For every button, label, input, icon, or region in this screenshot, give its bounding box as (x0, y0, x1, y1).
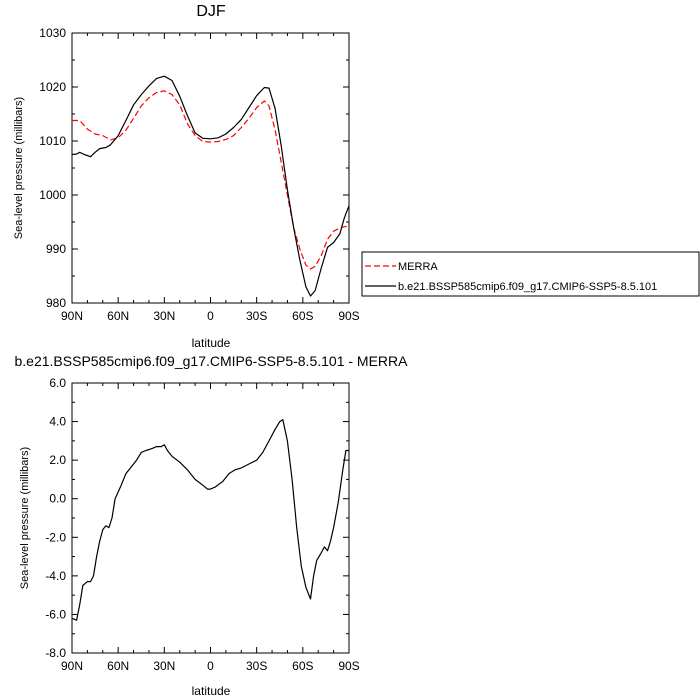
top-y-tick-label: 1030 (39, 26, 66, 40)
top-y-tick-label: 1000 (39, 188, 66, 202)
legend: MERRA b.e21.BSSP585cmip6.f09_g17.CMIP6-S… (361, 251, 700, 297)
bottom-x-tick-label: 60S (292, 659, 313, 673)
bottom-x-tick-label: 30S (246, 659, 267, 673)
top-y-tick-label: 980 (46, 296, 66, 310)
top-x-axis-label: latitude (192, 336, 231, 350)
top-x-tick-label: 60N (107, 309, 129, 323)
bottom-axis-ticks: 90N 60N 30N 0 30S 60S 90S -8.0 -6.0 -4.0 -2.0 0.0 2.… (45, 376, 359, 673)
bottom-x-axis-label: latitude (192, 684, 231, 698)
top-series-line-1 (71, 75, 350, 297)
top-x-tick-label: 30N (153, 309, 175, 323)
bottom-y-tick-label: 2.0 (49, 453, 66, 467)
top-chart-title: DJF (196, 3, 226, 20)
top-panel: DJF 90N 60N 30N 0 30S 60S 90S 980 990 1000 1010 102… (13, 3, 360, 350)
bottom-y-tick-label: -4.0 (45, 569, 66, 583)
top-plot-frame (71, 32, 350, 304)
bottom-series-group (71, 419, 349, 621)
bottom-plot-frame (71, 382, 350, 654)
bottom-x-tick-label: 90N (61, 659, 83, 673)
bottom-x-tick-label: 30N (153, 659, 175, 673)
bottom-y-tick-label: -2.0 (45, 530, 66, 544)
top-x-tick-label: 90S (338, 309, 359, 323)
bottom-panel: b.e21.BSSP585cmip6.f09_g17.CMIP6-SSP5-8.… (15, 353, 409, 698)
top-x-tick-label: 30S (246, 309, 267, 323)
legend-label-merra: MERRA (398, 261, 438, 273)
top-axis-ticks: 90N 60N 30N 0 30S 60S 90S 980 990 1000 1010 1020 103… (39, 26, 359, 323)
legend-label-model: b.e21.BSSP585cmip6.f09_g17.CMIP6-SSP5-8.… (398, 281, 657, 293)
top-y-tick-label: 1010 (39, 134, 66, 148)
bottom-y-tick-label: -8.0 (45, 646, 66, 660)
top-y-axis-label: Sea-level pressure (millibars) (13, 97, 25, 239)
bottom-x-tick-label: 90S (338, 659, 359, 673)
bottom-y-axis-label: Sea-level pressure (millibars) (19, 447, 31, 589)
bottom-y-tick-label: 6.0 (49, 376, 66, 390)
bottom-y-tick-label: 0.0 (49, 492, 66, 506)
bottom-y-tick-label: -6.0 (45, 607, 66, 621)
top-series-line-0 (72, 90, 350, 270)
bottom-x-tick-label: 60N (107, 659, 129, 673)
top-x-tick-label: 90N (61, 309, 83, 323)
legend-box (361, 251, 700, 297)
bottom-series-line-0 (71, 419, 349, 621)
bottom-chart-title: b.e21.BSSP585cmip6.f09_g17.CMIP6-SSP5-8.… (15, 353, 409, 369)
top-x-tick-label: 0 (207, 309, 214, 323)
top-y-tick-label: 1020 (39, 80, 66, 94)
bottom-x-tick-label: 0 (207, 659, 214, 673)
top-x-tick-label: 60S (292, 309, 313, 323)
top-y-tick-label: 990 (46, 242, 66, 256)
bottom-y-tick-label: 4.0 (49, 415, 66, 429)
top-series-group (71, 75, 350, 297)
